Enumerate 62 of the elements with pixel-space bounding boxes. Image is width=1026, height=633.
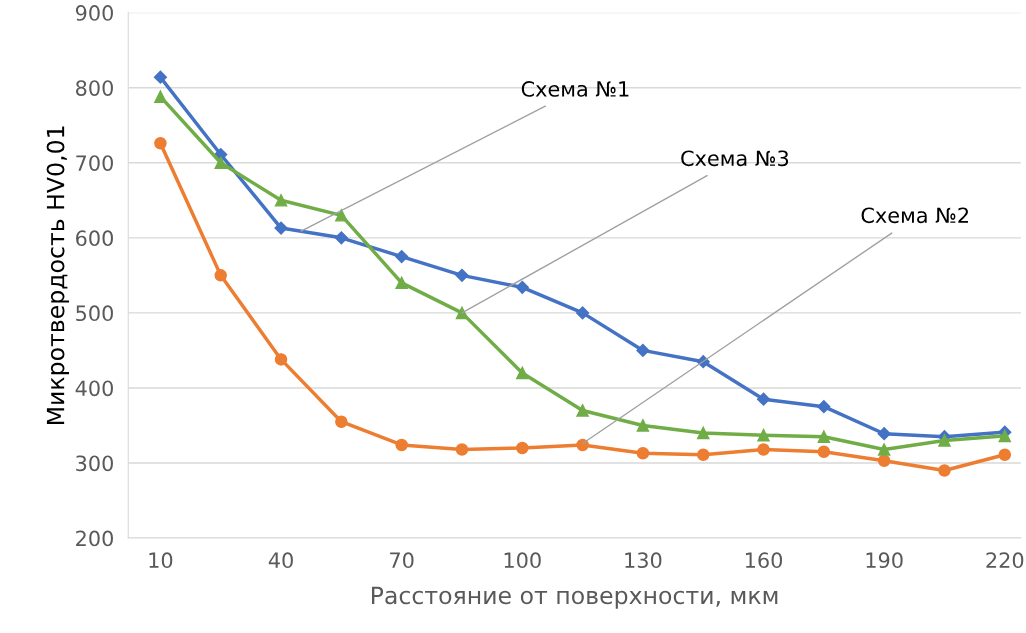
point	[335, 209, 348, 222]
y-tick-label: 600	[76, 230, 113, 247]
point	[817, 430, 831, 443]
point	[334, 231, 348, 245]
x-tick-label: 40	[268, 552, 293, 569]
point	[757, 428, 770, 442]
x-tick-label: 220	[986, 552, 1024, 569]
point	[938, 434, 951, 447]
x-axis-title: Расстояние от поверхности, мкм	[372, 586, 778, 609]
point	[877, 443, 891, 456]
point	[274, 194, 288, 207]
point	[877, 427, 891, 441]
annotation: Схема №3	[681, 150, 789, 167]
y-tick-label: 300	[76, 455, 113, 472]
point	[998, 448, 1012, 461]
point	[636, 446, 650, 460]
point	[877, 454, 891, 467]
point	[455, 306, 469, 320]
x-tick-label: 70	[390, 552, 414, 569]
y-axis-title: Микротвердость HV0,01	[46, 126, 70, 425]
point	[214, 269, 227, 282]
y-tick-label: 400	[75, 380, 113, 397]
point	[756, 392, 771, 406]
y-tick-label: 500	[76, 305, 113, 322]
point	[395, 438, 408, 452]
point	[455, 443, 469, 456]
point	[576, 438, 589, 452]
point	[636, 343, 650, 357]
x-tick-label: 160	[745, 552, 783, 569]
y-tick-label: 800	[76, 80, 113, 96]
point	[938, 464, 951, 477]
point	[516, 366, 529, 380]
x-tick-label: 10	[149, 552, 173, 569]
point	[757, 443, 770, 456]
x-tick-label: 190	[866, 552, 903, 569]
point	[154, 137, 167, 150]
point	[154, 90, 167, 103]
point	[274, 221, 288, 235]
point	[214, 156, 227, 170]
point	[153, 70, 168, 84]
y-tick-label: 900	[75, 5, 113, 21]
point	[817, 445, 831, 458]
point	[696, 426, 710, 440]
point	[274, 353, 288, 366]
y-tick-label: 200	[76, 530, 113, 547]
x-tick-label: 130	[625, 552, 662, 569]
annotation: Схема №2	[861, 207, 969, 224]
point	[998, 429, 1012, 443]
point	[455, 268, 469, 282]
point	[817, 400, 831, 414]
y-tick-label: 700	[76, 155, 113, 171]
point	[696, 448, 710, 461]
x-tick-label: 100	[504, 552, 541, 569]
point	[335, 415, 348, 428]
point	[395, 276, 408, 290]
point	[395, 250, 409, 264]
point	[516, 441, 529, 455]
point	[576, 306, 590, 320]
annotation: Схема №1	[521, 81, 629, 97]
point	[576, 404, 589, 417]
point	[515, 280, 529, 294]
point	[636, 419, 650, 432]
